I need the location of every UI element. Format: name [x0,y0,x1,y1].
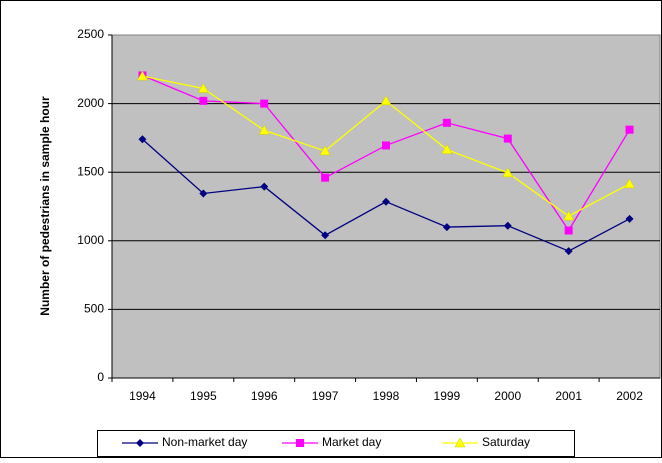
marker [625,125,634,134]
x-tick-label: 2000 [494,389,521,403]
marker [199,96,208,105]
marker [382,197,390,206]
marker [564,247,573,256]
marker [502,167,514,178]
marker [321,231,330,240]
x-tick-label: 2001 [555,389,582,403]
legend-label: Non-market day [162,435,247,449]
marker [138,135,147,144]
marker [137,70,148,81]
marker [296,439,304,447]
marker [624,178,635,189]
marker [442,118,451,127]
marker [625,214,634,223]
marker [380,95,392,106]
y-axis-label: Number of pedestrians in sample hour [38,96,52,316]
legend-label: Saturday [482,435,530,449]
marker [563,210,575,221]
y-tick-label: 2500 [77,27,104,41]
x-tick-label: 1999 [434,389,461,403]
legend-label: Market day [322,435,381,449]
marker [321,173,330,182]
marker [260,99,269,108]
x-tick-label: 1996 [251,389,278,403]
y-tick-label: 0 [97,370,104,384]
x-tick-label: 1995 [190,389,217,403]
marker [136,439,144,447]
marker [503,134,512,143]
x-tick-label: 2002 [616,389,643,403]
y-tick-label: 2000 [77,96,104,110]
marker [260,182,269,191]
marker [441,144,453,154]
marker [197,82,209,93]
legend [97,430,575,457]
marker [454,437,466,448]
y-tick-label: 500 [84,302,104,316]
marker [199,189,208,198]
x-tick-label: 1998 [373,389,400,403]
marker [442,223,451,232]
y-tick-label: 1000 [77,233,104,247]
marker [564,226,573,235]
marker [319,145,331,156]
y-tick-label: 1500 [77,164,104,178]
marker [382,141,390,150]
marker [258,124,270,135]
x-tick-label: 1994 [129,389,156,403]
x-tick-label: 1997 [312,389,339,403]
marker [503,221,512,230]
